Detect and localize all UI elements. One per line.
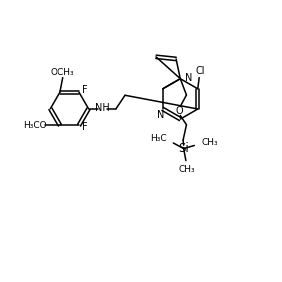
Text: Cl: Cl (195, 66, 205, 76)
Text: OCH₃: OCH₃ (51, 67, 74, 76)
Text: N: N (185, 72, 193, 83)
Text: O: O (175, 106, 183, 116)
Text: H₃CO: H₃CO (23, 121, 47, 130)
Text: CH₃: CH₃ (179, 165, 196, 173)
Text: Si: Si (178, 142, 189, 155)
Text: F: F (82, 122, 88, 133)
Text: CH₃: CH₃ (201, 138, 218, 147)
Text: H₃C: H₃C (150, 134, 166, 143)
Text: N: N (157, 110, 164, 120)
Text: F: F (82, 85, 88, 95)
Text: NH: NH (95, 103, 110, 113)
